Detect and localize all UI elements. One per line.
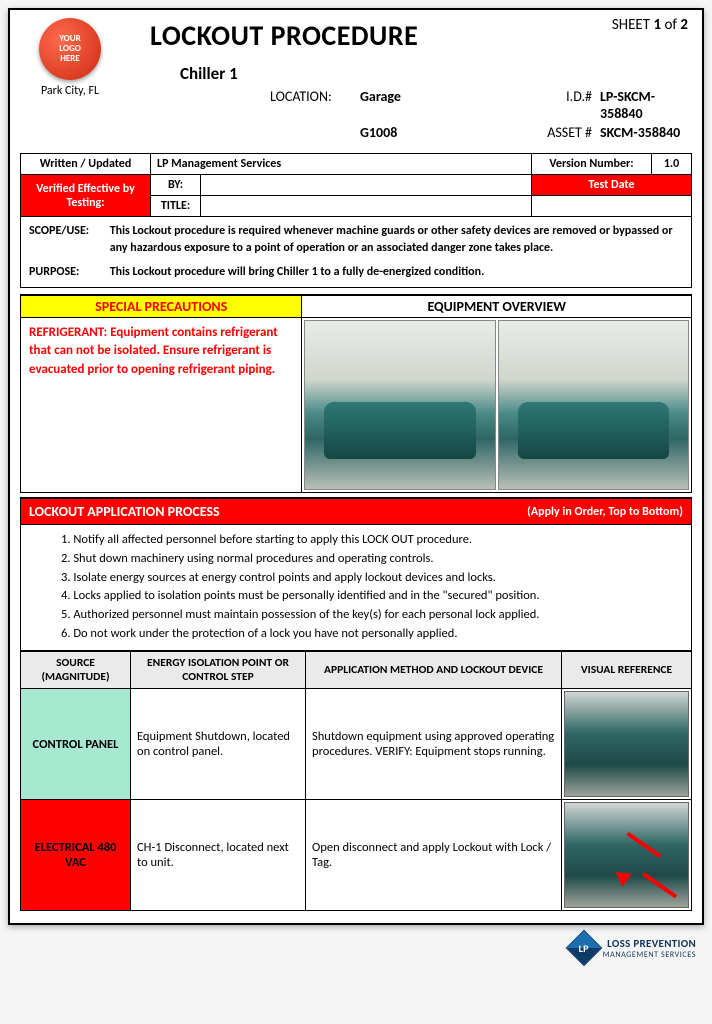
id-value: LP-SKCM-358840 bbox=[600, 88, 692, 122]
table-header-row: SOURCE (MAGNITUDE) ENERGY ISOLATION POIN… bbox=[21, 651, 692, 689]
info-table: Written / Updated LP Management Services… bbox=[20, 153, 692, 217]
visual-cell bbox=[562, 800, 692, 911]
purpose-label: PURPOSE: bbox=[29, 264, 107, 281]
title-field-label: TITLE: bbox=[151, 196, 201, 217]
sheet-total: 2 bbox=[680, 16, 688, 34]
scope-label: SCOPE/USE: bbox=[29, 223, 107, 240]
version-label: Version Number: bbox=[532, 154, 652, 175]
sheet-prefix: SHEET bbox=[612, 16, 650, 34]
visual-reference-photo bbox=[564, 802, 689, 908]
procedure-table: SOURCE (MAGNITUDE) ENERGY ISOLATION POIN… bbox=[20, 651, 692, 912]
special-precautions-header: SPECIAL PRECAUTIONS bbox=[21, 296, 301, 318]
scope-text: This Lockout procedure is required whene… bbox=[110, 223, 680, 258]
lp-services-logo: LP LOSS PREVENTION MANAGEMENT SERVICES bbox=[571, 935, 696, 961]
lockout-steps-list: 1. Notify all affected personnel before … bbox=[20, 525, 692, 651]
lap-title: LOCKOUT APPLICATION PROCESS bbox=[29, 503, 220, 520]
sheet-of: of bbox=[664, 16, 677, 34]
col-isolation: ENERGY ISOLATION POINT OR CONTROL STEP bbox=[131, 651, 306, 689]
precautions-overview-row: SPECIAL PRECAUTIONS REFRIGERANT: Equipme… bbox=[20, 294, 692, 493]
location-value2: G1008 bbox=[360, 124, 530, 141]
special-precautions-panel: SPECIAL PRECAUTIONS REFRIGERANT: Equipme… bbox=[21, 296, 302, 492]
by-value bbox=[201, 175, 532, 196]
title-column: LOCKOUT PROCEDURE Chiller 1 LOCATION: Ga… bbox=[120, 18, 692, 149]
list-item: 1. Notify all affected personnel before … bbox=[61, 531, 683, 550]
visual-reference-photo bbox=[564, 691, 689, 797]
lockout-procedure-page: SHEET 1 of 2 YOUR LOGO HERE Park City, F… bbox=[8, 8, 704, 925]
test-date-value bbox=[532, 196, 692, 217]
asset-label: ASSET # bbox=[530, 124, 600, 141]
location-label: LOCATION: bbox=[270, 88, 360, 122]
sheet-number: SHEET 1 of 2 bbox=[612, 16, 688, 34]
visual-cell bbox=[562, 689, 692, 800]
isolation-cell: Equipment Shutdown, located on control p… bbox=[131, 689, 306, 800]
lp-diamond-icon: LP bbox=[565, 930, 602, 967]
method-cell: Open disconnect and apply Lockout with L… bbox=[306, 800, 562, 911]
list-item: 2. Shut down machinery using normal proc… bbox=[61, 550, 683, 569]
table-row: CONTROL PANEL Equipment Shutdown, locate… bbox=[21, 689, 692, 800]
equipment-photo-1 bbox=[304, 320, 495, 490]
title-field-value bbox=[201, 196, 532, 217]
isolation-cell: CH-1 Disconnect, located next to unit. bbox=[131, 800, 306, 911]
lockout-application-header: LOCKOUT APPLICATION PROCESS (Apply in Or… bbox=[20, 497, 692, 525]
header-row: YOUR LOGO HERE Park City, FL LOCKOUT PRO… bbox=[20, 18, 692, 149]
logo-line3: HERE bbox=[60, 53, 80, 64]
written-updated-value: LP Management Services bbox=[151, 154, 532, 175]
version-value: 1.0 bbox=[652, 154, 692, 175]
table-row: Written / Updated LP Management Services… bbox=[21, 154, 692, 175]
equipment-overview-header: EQUIPMENT OVERVIEW bbox=[302, 296, 691, 318]
id-label: I.D.# bbox=[530, 88, 600, 122]
logo-column: YOUR LOGO HERE Park City, FL bbox=[20, 18, 120, 98]
sheet-current: 1 bbox=[653, 16, 661, 34]
site-location: Park City, FL bbox=[20, 84, 120, 98]
equipment-overview-panel: EQUIPMENT OVERVIEW bbox=[302, 296, 691, 492]
equipment-overview-images bbox=[302, 318, 691, 492]
footer-line1: LOSS PREVENTION bbox=[607, 937, 696, 950]
equipment-name: Chiller 1 bbox=[180, 63, 692, 84]
by-label: BY: bbox=[151, 175, 201, 196]
scope-purpose-box: SCOPE/USE: This Lockout procedure is req… bbox=[20, 217, 692, 288]
company-logo-placeholder: YOUR LOGO HERE bbox=[39, 18, 101, 80]
list-item: 3. Isolate energy sources at energy cont… bbox=[61, 569, 683, 588]
test-date-label: Test Date bbox=[532, 175, 692, 196]
verified-effective-label: Verified Effective by Testing: bbox=[21, 175, 151, 217]
source-cell: ELECTRICAL 480 VAC bbox=[21, 800, 131, 911]
lp-logo-text: LOSS PREVENTION MANAGEMENT SERVICES bbox=[603, 937, 696, 960]
col-method: APPLICATION METHOD AND LOCKOUT DEVICE bbox=[306, 651, 562, 689]
purpose-text: This Lockout procedure will bring Chille… bbox=[110, 264, 680, 281]
source-cell: CONTROL PANEL bbox=[21, 689, 131, 800]
col-source: SOURCE (MAGNITUDE) bbox=[21, 651, 131, 689]
table-row: Verified Effective by Testing: BY: Test … bbox=[21, 175, 692, 196]
list-item: 5. Authorized personnel must maintain po… bbox=[61, 606, 683, 625]
lap-subtitle: (Apply in Order, Top to Bottom) bbox=[527, 505, 683, 519]
lp-badge-text: LP bbox=[579, 942, 589, 955]
method-cell: Shutdown equipment using approved operat… bbox=[306, 689, 562, 800]
page-title: LOCKOUT PROCEDURE bbox=[150, 18, 692, 53]
location-value: Garage bbox=[360, 88, 530, 122]
asset-value: SKCM-358840 bbox=[600, 124, 692, 141]
list-item: 4. Locks applied to isolation points mus… bbox=[61, 587, 683, 606]
list-item: 6. Do not work under the protection of a… bbox=[61, 625, 683, 644]
footer-line2: MANAGEMENT SERVICES bbox=[603, 950, 696, 960]
col-visual: VISUAL REFERENCE bbox=[562, 651, 692, 689]
written-updated-label: Written / Updated bbox=[21, 154, 151, 175]
table-row: ELECTRICAL 480 VAC CH-1 Disconnect, loca… bbox=[21, 800, 692, 911]
footer-logo: LP LOSS PREVENTION MANAGEMENT SERVICES bbox=[8, 935, 704, 961]
meta-grid: LOCATION: Garage I.D.# LP-SKCM-358840 G1… bbox=[150, 88, 692, 141]
equipment-photo-2 bbox=[498, 320, 689, 490]
special-precautions-body: REFRIGERANT: Equipment contains refriger… bbox=[21, 318, 301, 478]
